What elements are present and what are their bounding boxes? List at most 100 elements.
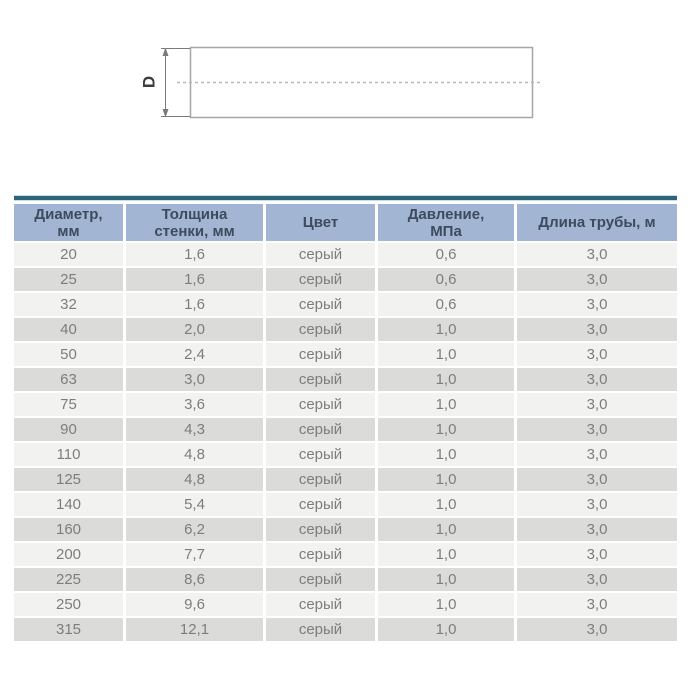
table-cell: 3,0 bbox=[517, 468, 677, 491]
table-cell: 1,6 bbox=[126, 243, 263, 266]
table-cell: 3,0 bbox=[517, 318, 677, 341]
table-cell: 3,0 bbox=[517, 568, 677, 591]
pipe-body bbox=[189, 46, 534, 119]
table-cell: 1,0 bbox=[378, 543, 514, 566]
table-cell: серый bbox=[266, 543, 375, 566]
table-cell: 3,6 bbox=[126, 393, 263, 416]
table-cell: 1,0 bbox=[378, 618, 514, 641]
table-cell: серый bbox=[266, 618, 375, 641]
table-cell: 9,6 bbox=[126, 593, 263, 616]
table-row: 25 1,6 серый 0,6 3,0 bbox=[14, 268, 677, 291]
table-cell: 1,0 bbox=[378, 493, 514, 516]
table-cell: 1,0 bbox=[378, 568, 514, 591]
table-row: 40 2,0 серый 1,0 3,0 bbox=[14, 318, 677, 341]
table-cell: серый bbox=[266, 268, 375, 291]
table-cell: 7,7 bbox=[126, 543, 263, 566]
table-row: 50 2,4 серый 1,0 3,0 bbox=[14, 343, 677, 366]
table-cell: серый bbox=[266, 368, 375, 391]
table-row: 125 4,8 серый 1,0 3,0 bbox=[14, 468, 677, 491]
table-cell: 3,0 bbox=[517, 343, 677, 366]
table-cell: серый bbox=[266, 468, 375, 491]
table-cell: 0,6 bbox=[378, 268, 514, 291]
table-cell: 3,0 bbox=[517, 543, 677, 566]
table-cell: серый bbox=[266, 593, 375, 616]
table-cell: 5,4 bbox=[126, 493, 263, 516]
table-cell: 3,0 bbox=[517, 393, 677, 416]
table-cell: 1,0 bbox=[378, 443, 514, 466]
table-cell: 3,0 bbox=[126, 368, 263, 391]
table-row: 250 9,6 серый 1,0 3,0 bbox=[14, 593, 677, 616]
pipe-spec-table: Диаметр, мм Толщина стенки, мм Цвет Давл… bbox=[11, 202, 680, 643]
table-cell: 140 bbox=[14, 493, 123, 516]
table-header-row: Диаметр, мм Толщина стенки, мм Цвет Давл… bbox=[14, 204, 677, 241]
table-cell: 50 bbox=[14, 343, 123, 366]
table-cell: 1,0 bbox=[378, 468, 514, 491]
table-cell: 110 bbox=[14, 443, 123, 466]
table-cell: 32 bbox=[14, 293, 123, 316]
table-cell: 2,4 bbox=[126, 343, 263, 366]
table-cell: 0,6 bbox=[378, 293, 514, 316]
table-cell: серый bbox=[266, 343, 375, 366]
table-cell: 4,3 bbox=[126, 418, 263, 441]
table-cell: серый bbox=[266, 518, 375, 541]
table-cell: серый bbox=[266, 493, 375, 516]
table-cell: 1,6 bbox=[126, 268, 263, 291]
table-top-accent bbox=[14, 195, 677, 200]
table-cell: 225 bbox=[14, 568, 123, 591]
table-cell: 75 bbox=[14, 393, 123, 416]
table-cell: 125 bbox=[14, 468, 123, 491]
table-header: Диаметр, мм Толщина стенки, мм Цвет Давл… bbox=[14, 204, 677, 241]
table-cell: 3,0 bbox=[517, 443, 677, 466]
table-cell: 200 bbox=[14, 543, 123, 566]
table-cell: 63 bbox=[14, 368, 123, 391]
spec-table-section: Диаметр, мм Толщина стенки, мм Цвет Давл… bbox=[11, 195, 680, 643]
table-cell: 3,0 bbox=[517, 418, 677, 441]
table-cell: 1,0 bbox=[378, 518, 514, 541]
table-cell: 3,0 bbox=[517, 268, 677, 291]
table-row: 63 3,0 серый 1,0 3,0 bbox=[14, 368, 677, 391]
col-header-pipe-length: Длина трубы, м bbox=[517, 204, 677, 241]
table-cell: 40 bbox=[14, 318, 123, 341]
table-cell: серый bbox=[266, 568, 375, 591]
table-cell: серый bbox=[266, 443, 375, 466]
dimension-arrow-up-icon bbox=[162, 47, 169, 56]
table-cell: 2,0 bbox=[126, 318, 263, 341]
table-cell: 3,0 bbox=[517, 293, 677, 316]
table-cell: серый bbox=[266, 418, 375, 441]
table-cell: 8,6 bbox=[126, 568, 263, 591]
table-row: 225 8,6 серый 1,0 3,0 bbox=[14, 568, 677, 591]
table-cell: 3,0 bbox=[517, 618, 677, 641]
table-cell: серый bbox=[266, 293, 375, 316]
table-cell: 90 bbox=[14, 418, 123, 441]
table-cell: 25 bbox=[14, 268, 123, 291]
table-row: 160 6,2 серый 1,0 3,0 bbox=[14, 518, 677, 541]
col-header-diameter: Диаметр, мм bbox=[14, 204, 123, 241]
col-header-wall-thickness: Толщина стенки, мм bbox=[126, 204, 263, 241]
table-cell: 4,8 bbox=[126, 468, 263, 491]
table-cell: 1,0 bbox=[378, 368, 514, 391]
table-cell: 1,0 bbox=[378, 318, 514, 341]
table-cell: 4,8 bbox=[126, 443, 263, 466]
table-cell: 3,0 bbox=[517, 243, 677, 266]
table-cell: 160 bbox=[14, 518, 123, 541]
table-row: 200 7,7 серый 1,0 3,0 bbox=[14, 543, 677, 566]
table-row: 315 12,1 серый 1,0 3,0 bbox=[14, 618, 677, 641]
table-cell: 12,1 bbox=[126, 618, 263, 641]
table-cell: 1,0 bbox=[378, 418, 514, 441]
table-cell: 1,6 bbox=[126, 293, 263, 316]
pipe-diagram: D bbox=[140, 46, 541, 119]
table-cell: 0,6 bbox=[378, 243, 514, 266]
table-row: 32 1,6 серый 0,6 3,0 bbox=[14, 293, 677, 316]
table-row: 90 4,3 серый 1,0 3,0 bbox=[14, 418, 677, 441]
table-row: 140 5,4 серый 1,0 3,0 bbox=[14, 493, 677, 516]
table-cell: 1,0 bbox=[378, 343, 514, 366]
table-cell: 3,0 bbox=[517, 593, 677, 616]
table-row: 20 1,6 серый 0,6 3,0 bbox=[14, 243, 677, 266]
table-cell: 3,0 bbox=[517, 493, 677, 516]
table-cell: 20 bbox=[14, 243, 123, 266]
col-header-color: Цвет bbox=[266, 204, 375, 241]
table-cell: 3,0 bbox=[517, 368, 677, 391]
table-row: 110 4,8 серый 1,0 3,0 bbox=[14, 443, 677, 466]
table-cell: 250 bbox=[14, 593, 123, 616]
table-cell: 1,0 bbox=[378, 593, 514, 616]
